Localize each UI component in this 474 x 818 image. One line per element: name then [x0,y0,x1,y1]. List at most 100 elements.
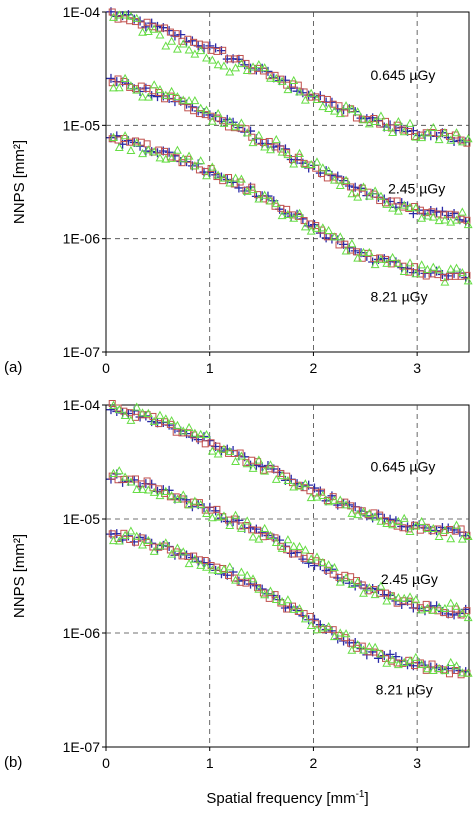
triangle-marker [399,513,409,522]
triangle-marker [440,665,450,675]
square-marker [108,8,116,16]
triangle-marker [202,562,211,571]
triangle-marker [207,565,217,574]
triangle-marker [423,128,432,137]
triangle-marker [428,212,438,221]
triangle-marker [283,150,293,159]
triangle-marker [376,516,386,525]
triangle-marker [155,84,165,94]
triangle-marker [300,159,310,168]
x-tick-label: 1 [206,360,214,376]
triangle-marker [178,95,188,104]
triangle-marker [388,655,398,664]
triangle-marker [114,466,124,475]
dose-annotation: 2.45 µGy [381,571,438,587]
square-marker [259,589,267,597]
plus-marker [164,147,174,157]
triangle-marker [167,153,177,162]
plus-marker [246,579,256,589]
plus-marker [216,513,226,523]
plus-marker [263,66,273,76]
triangle-marker [167,549,177,558]
triangle-marker [463,134,473,143]
triangle-marker [120,73,130,82]
triangle-marker [190,161,200,170]
triangle-marker [271,73,281,83]
plus-marker [123,476,133,486]
dose-annotation: 8.21 µGy [370,288,427,304]
plus-marker [362,511,372,521]
triangle-marker [347,239,357,248]
triangle-marker [428,262,438,271]
triangle-marker [109,132,118,141]
triangle-marker [271,198,281,208]
triangle-marker [138,27,147,36]
square-marker [335,102,343,110]
triangle-marker [196,45,206,55]
triangle-marker [196,560,206,569]
marker-series-triangle [109,526,473,677]
triangle-marker [126,415,136,424]
marker-series-triangle [109,466,473,622]
triangle-marker [143,145,153,154]
square-marker [143,140,151,148]
triangle-marker [254,60,264,69]
triangle-marker [266,73,275,82]
triangle-marker [434,602,444,611]
plus-marker [368,583,378,593]
plus-marker [379,590,389,600]
plus-marker [403,522,413,532]
triangle-marker [184,151,194,160]
plus-marker [211,506,221,516]
triangle-marker [132,138,142,147]
plus-marker [298,554,308,564]
triangle-marker [138,540,147,549]
chart-panel-b: 1E-07 1E-06 1E-05 1E-04 0 1 2 3 NNPS [mm²] (b) 0.6… [4,397,473,807]
triangle-marker [312,157,322,166]
panel-label: (b) [4,754,22,771]
triangle-marker [382,122,392,131]
square-marker [184,104,192,112]
plus-marker [397,263,407,273]
triangle-marker [382,258,392,267]
square-marker [277,145,285,153]
triangle-marker [300,95,310,104]
triangle-marker [149,24,159,33]
y-tick-label: 1E-04 [63,397,101,413]
triangle-marker [440,603,450,613]
triangle-marker [289,541,299,550]
triangle-marker [260,63,270,72]
triangle-marker [341,246,351,255]
triangle-marker [393,206,403,215]
plus-marker [129,475,139,485]
plus-marker [170,31,180,41]
square-marker [248,456,256,464]
data-curve [106,466,473,622]
triangle-marker [254,194,264,203]
triangle-marker [452,601,461,610]
plus-marker [327,626,337,636]
triangle-marker [446,135,456,144]
square-marker [341,240,349,248]
triangle-marker [324,166,334,175]
triangle-marker [364,247,374,257]
triangle-marker [283,475,293,485]
triangle-marker [266,460,275,469]
triangle-marker [143,535,153,544]
triangle-marker [457,608,467,617]
square-marker [312,222,320,230]
square-marker [166,420,174,428]
plus-marker [327,491,337,501]
triangle-marker [289,159,299,168]
plus-marker [240,60,250,70]
triangle-marker [248,184,258,194]
triangle-marker [417,516,427,525]
triangle-marker [300,614,310,623]
triangle-marker [452,215,461,224]
triangle-marker [312,552,322,561]
triangle-marker [172,92,182,101]
square-marker [329,570,337,578]
triangle-marker [277,596,287,606]
triangle-marker [231,575,241,584]
